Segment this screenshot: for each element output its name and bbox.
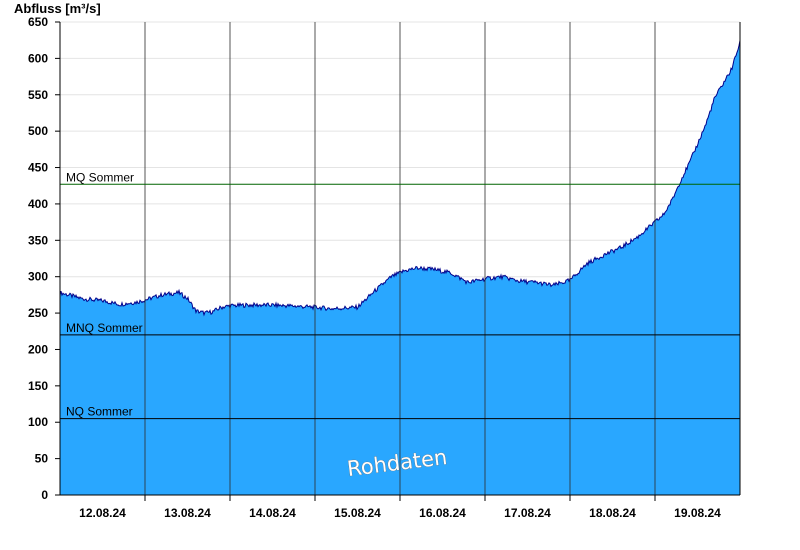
y-tick-label-50: 50: [35, 452, 49, 466]
axes: 0 50 100 150 200 250 300 350 400 450 500 550 600 650 1…: [28, 15, 741, 520]
reference-label-nq-sommer: NQ Sommer: [66, 405, 133, 419]
y-tick-label-600: 600: [28, 51, 48, 65]
y-tick-label-300: 300: [28, 270, 48, 284]
reference-label-mnq-sommer: MNQ Sommer: [66, 321, 143, 335]
day-separators: [144, 22, 656, 495]
x-tick-label-3: 15.08.24: [334, 506, 381, 520]
y-tick-label-350: 350: [28, 233, 48, 247]
x-tick-label-4: 16.08.24: [419, 506, 466, 520]
reference-label-mq-sommer: MQ Sommer: [66, 170, 134, 184]
y-tick-label-450: 450: [28, 161, 48, 175]
y-tick-label-550: 550: [28, 88, 48, 102]
y-tick-label-400: 400: [28, 197, 48, 211]
y-tick-label-650: 650: [28, 15, 48, 29]
x-tick-label-7: 19.08.24: [674, 506, 721, 520]
x-tick-label-2: 14.08.24: [249, 506, 296, 520]
y-tick-label-500: 500: [28, 124, 48, 138]
x-tick-label-6: 18.08.24: [589, 506, 636, 520]
y-tick-label-150: 150: [28, 379, 48, 393]
reference-lines: MQ Sommer MNQ Sommer NQ Sommer: [60, 170, 740, 420]
x-tick-label-5: 17.08.24: [504, 506, 551, 520]
x-tick-label-0: 12.08.24: [79, 506, 126, 520]
y-axis-label: Abfluss [m³/s]: [14, 1, 101, 16]
y-tick-label-0: 0: [41, 488, 48, 502]
y-tick-label-200: 200: [28, 342, 48, 356]
y-tick-label-250: 250: [28, 306, 48, 320]
y-tick-label-100: 100: [28, 415, 48, 429]
x-tick-label-1: 13.08.24: [164, 506, 211, 520]
